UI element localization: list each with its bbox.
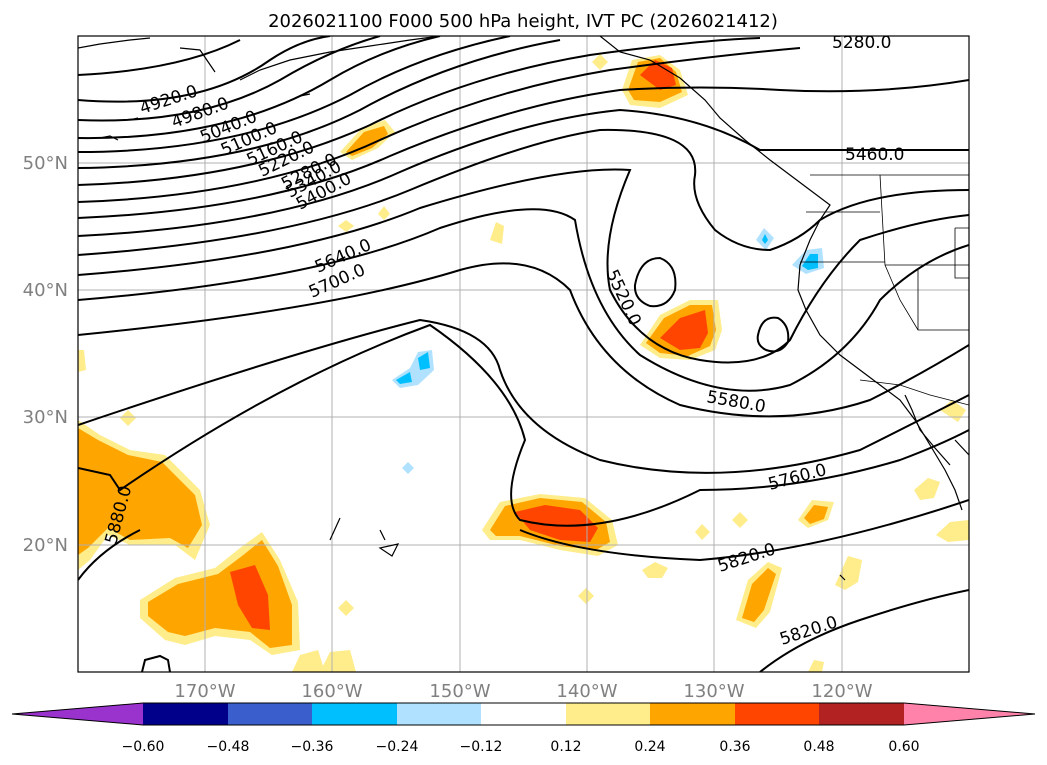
border-states [800, 174, 969, 331]
contour-line [78, 262, 969, 418]
shade-region [320, 650, 356, 672]
colorbar-tick-label: −0.60 [122, 739, 165, 755]
lon-label: 140°W [556, 681, 617, 702]
contour-line [78, 323, 969, 527]
shade-region [936, 520, 969, 542]
shade-region [338, 600, 354, 616]
contour-line [759, 589, 969, 672]
latitude-labels: 50°N 40°N 30°N 20°N [23, 153, 68, 556]
map-frame [77, 35, 970, 673]
contour-line [633, 256, 677, 308]
shade-region [808, 660, 824, 672]
contour-line [78, 39, 561, 169]
colorbar-segment [481, 703, 566, 725]
colorbar-segment [566, 703, 650, 725]
contour-line [78, 47, 801, 203]
lon-label: 160°W [301, 681, 362, 702]
contour-line [78, 128, 969, 256]
shade-region [762, 234, 768, 244]
colorbar-segment [819, 703, 904, 725]
colorbar-tick-label: 0.60 [888, 739, 919, 755]
height-contours [78, 36, 969, 672]
colorbar-segment [312, 703, 397, 725]
colorbar-tick-label: −0.24 [376, 739, 419, 755]
lon-label: 120°W [811, 681, 872, 702]
shade-region [346, 126, 388, 156]
coastlines [78, 36, 969, 581]
contour-line [78, 36, 511, 153]
colorbar-extend-high [904, 703, 1035, 725]
shade-region [742, 568, 776, 622]
shade-region [292, 650, 325, 672]
shade-region [490, 222, 504, 244]
shade-region [914, 478, 940, 500]
contour-line [78, 36, 381, 122]
contour-label: 5460.0 [845, 145, 904, 165]
contour-line [78, 208, 969, 392]
shade-region [804, 505, 828, 524]
longitude-labels: 170°W 160°W 150°W 140°W 130°W 120°W [174, 681, 872, 702]
shade-region [592, 54, 608, 70]
colorbar-segment [735, 703, 819, 725]
coastline-baja [904, 394, 969, 466]
shade-region [695, 524, 710, 540]
shade-region [418, 352, 430, 370]
shade-region [78, 428, 202, 555]
contour-line [78, 36, 441, 140]
shade-region [378, 206, 390, 220]
colorbar-tick-label: −0.12 [460, 739, 503, 755]
shade-region [78, 350, 86, 372]
contour-line [78, 39, 241, 76]
contour-line [141, 654, 171, 672]
contour-line [756, 316, 790, 353]
shade-region [642, 562, 668, 578]
contour-line [78, 37, 761, 186]
colorbar-segment [650, 703, 735, 725]
colorbar-tick-label: 0.12 [550, 739, 581, 755]
figure-title: 2026021100 F000 500 hPa height, IVT PC (… [268, 11, 778, 32]
lon-label: 170°W [174, 681, 235, 702]
colorbar-extend-low [12, 703, 143, 725]
contour-label: 5280.0 [832, 33, 891, 53]
colorbar-segment [397, 703, 481, 725]
map-panel: 4920.0 4980.0 5040.0 5100.0 5160.0 5220.… [77, 33, 970, 673]
lat-label: 40°N [23, 280, 68, 301]
shade-region [640, 60, 676, 90]
colorbar: −0.60 −0.48 −0.36 −0.24 −0.12 0.12 0.24 … [11, 702, 1036, 755]
shade-region [402, 462, 414, 474]
contour-line [78, 499, 969, 581]
colorbar-tick-label: 0.24 [634, 739, 665, 755]
lat-label: 20°N [23, 535, 68, 556]
border-us-mexico [859, 379, 969, 406]
coastline-alaska [78, 36, 963, 511]
contour-line [78, 108, 969, 237]
shade-region [732, 512, 748, 528]
colorbar-outline [11, 702, 1036, 726]
shade-region [338, 220, 354, 232]
lon-label: 150°W [429, 681, 490, 702]
lat-label: 30°N [23, 407, 68, 428]
shade-region [230, 565, 270, 630]
lat-label: 50°N [23, 153, 68, 174]
shade-region [396, 372, 412, 384]
contour-line [78, 36, 331, 103]
shade-region [120, 410, 136, 426]
shade-region [578, 588, 594, 604]
contour-line [78, 168, 969, 364]
colorbar-segment [143, 703, 228, 725]
shade-region [660, 310, 708, 350]
contour-line [78, 318, 969, 474]
colorbar-tick-label: 0.48 [803, 739, 834, 755]
lon-label: 130°W [683, 681, 744, 702]
colorbar-tick-label: −0.48 [207, 739, 250, 755]
shade-region [515, 505, 598, 542]
colorbar-tick-label: −0.36 [291, 739, 334, 755]
contour-line [78, 79, 969, 219]
colorbar-tick-label: 0.36 [719, 739, 750, 755]
gridlines [78, 36, 969, 672]
colorbar-segment [228, 703, 312, 725]
